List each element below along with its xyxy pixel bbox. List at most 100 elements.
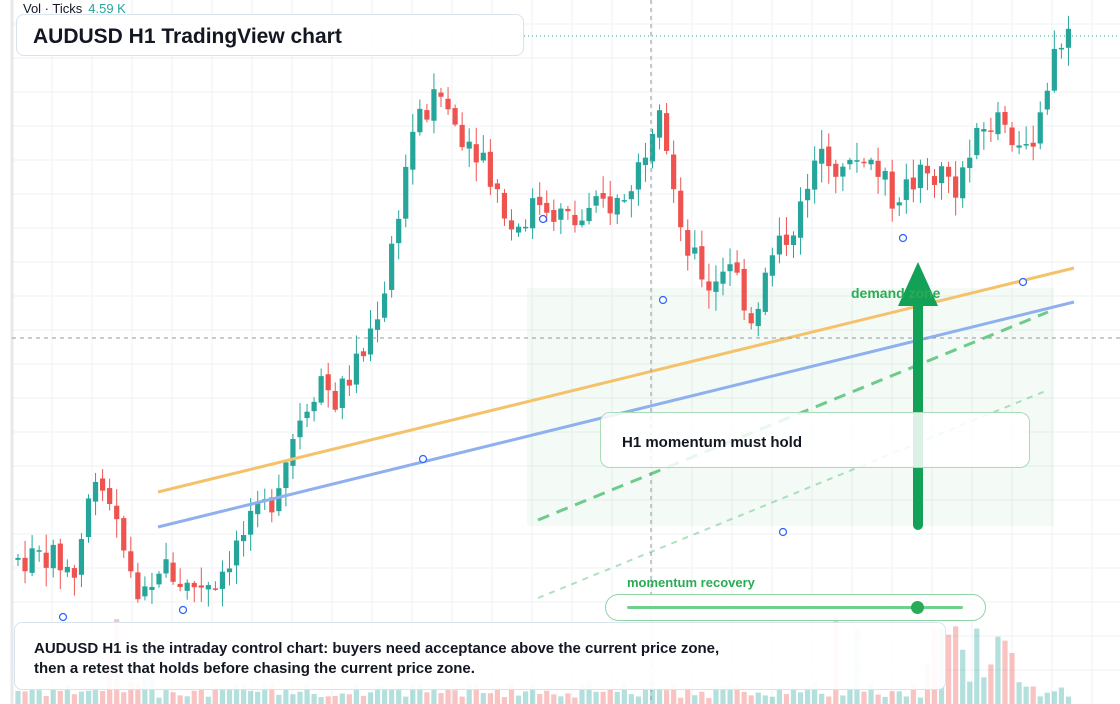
candle-body <box>396 218 402 244</box>
volume-bar <box>431 689 437 704</box>
volume-bar <box>523 691 529 704</box>
candle-body <box>311 401 317 412</box>
candle-body <box>212 588 218 590</box>
candle-body <box>339 378 345 408</box>
candle-body <box>417 108 423 133</box>
volume-bar <box>685 688 691 704</box>
volume-bar <box>417 683 423 704</box>
candle-body <box>219 571 226 589</box>
candle-body <box>840 166 846 177</box>
candle-body <box>233 540 240 566</box>
momentum-recovery-label: momentum recovery <box>627 575 755 590</box>
volume-bar <box>459 696 465 704</box>
candle-body <box>656 110 663 138</box>
slider-thumb[interactable] <box>911 601 924 614</box>
candle-body <box>22 557 28 572</box>
candle-body <box>727 264 733 272</box>
volume-legend-label: Vol · Ticks <box>23 1 83 16</box>
volume-bar <box>360 695 367 704</box>
candle-body <box>649 133 656 162</box>
candle-body <box>431 89 437 121</box>
candle-body <box>699 246 705 280</box>
volume-bar <box>946 634 952 704</box>
candle-body <box>353 353 359 385</box>
candle-body <box>304 411 310 419</box>
candle-body <box>389 243 395 290</box>
candle-body <box>445 98 451 110</box>
candle-body <box>931 176 938 185</box>
volume-bar <box>537 693 543 704</box>
demand-zone-area <box>527 288 1054 526</box>
candle-body <box>480 152 486 161</box>
candle-body <box>685 230 691 256</box>
signal-marker <box>58 612 68 622</box>
candle-body <box>551 209 557 222</box>
candle-body <box>424 110 430 120</box>
candle-body <box>290 439 296 466</box>
volume-bar <box>974 628 980 704</box>
candle-body <box>868 159 874 165</box>
volume-bar <box>128 682 134 704</box>
volume-bar <box>283 689 289 704</box>
volume-bar <box>367 692 374 704</box>
volume-bar <box>1037 696 1043 704</box>
volume-bar <box>191 690 197 704</box>
candle-body <box>797 201 804 238</box>
volume-bar <box>71 694 77 704</box>
volume-bar <box>713 685 719 704</box>
volume-bar <box>262 683 268 704</box>
momentum-card-text: H1 momentum must hold <box>622 434 803 451</box>
volume-bar <box>121 692 127 704</box>
volume-bar <box>861 691 867 704</box>
volume-bar <box>720 684 726 704</box>
volume-bar <box>607 688 613 704</box>
volume-bar <box>241 683 247 704</box>
momentum-recovery-slider[interactable] <box>605 594 986 621</box>
candle-body <box>248 510 254 535</box>
volume-bar <box>960 649 966 704</box>
volume-bar <box>614 691 620 704</box>
candle-body <box>170 562 176 582</box>
volume-bar <box>847 688 853 704</box>
recovery-dashed-line[interactable] <box>537 310 1049 522</box>
candle-body <box>494 183 500 190</box>
volume-bar <box>551 694 557 704</box>
volume-bar <box>840 695 846 704</box>
candle-body <box>621 200 627 202</box>
candle-body <box>523 226 529 229</box>
volume-bar <box>988 664 994 704</box>
volume-bar <box>212 688 218 704</box>
candle-body <box>1051 48 1057 91</box>
volume-bar <box>903 696 909 704</box>
slider-track[interactable] <box>627 606 963 609</box>
demand-zone-label: demand zone <box>851 285 941 301</box>
candle-body <box>946 166 952 177</box>
candle-body <box>910 177 916 190</box>
caption-card: AUDUSD H1 is the intraday control chart:… <box>14 622 946 690</box>
candle-body <box>981 129 987 132</box>
candle-body <box>121 518 127 551</box>
candle-body <box>114 505 120 520</box>
candle-body <box>64 566 70 573</box>
volume-bar <box>649 682 656 704</box>
signal-marker <box>538 214 548 224</box>
candle-body <box>1065 28 1072 48</box>
candle-body <box>276 488 282 512</box>
candle-body <box>917 164 923 189</box>
candle-body <box>149 586 155 591</box>
candle-body <box>241 535 247 542</box>
volume-bar <box>953 626 959 704</box>
candle-body <box>720 271 726 284</box>
candle-body <box>43 552 49 568</box>
candle-body <box>783 234 790 245</box>
volume-bar <box>875 694 881 704</box>
candle-body <box>1002 111 1008 125</box>
candles <box>15 15 1072 607</box>
volume-bar <box>572 697 578 704</box>
volume-bar <box>1009 653 1015 704</box>
candle-body <box>297 420 303 438</box>
candle-body <box>805 188 811 201</box>
candle-body <box>593 196 599 206</box>
volume-bar <box>656 688 663 704</box>
